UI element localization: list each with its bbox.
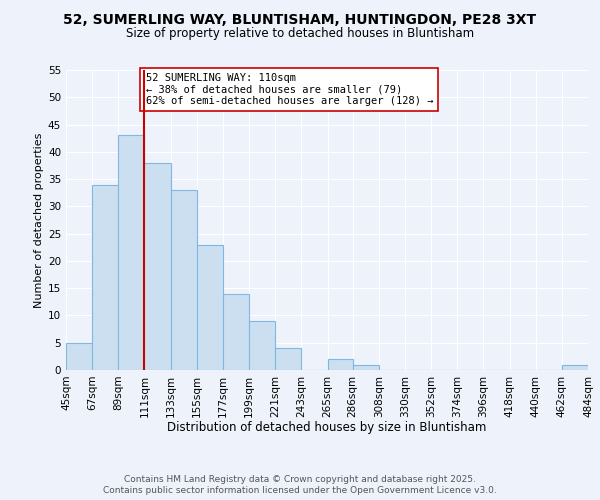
Y-axis label: Number of detached properties: Number of detached properties — [34, 132, 44, 308]
X-axis label: Distribution of detached houses by size in Bluntisham: Distribution of detached houses by size … — [167, 421, 487, 434]
Bar — [275, 348, 301, 370]
Bar — [223, 294, 249, 370]
Bar — [197, 244, 223, 370]
Text: Contains public sector information licensed under the Open Government Licence v3: Contains public sector information licen… — [103, 486, 497, 495]
Text: 52 SUMERLING WAY: 110sqm
← 38% of detached houses are smaller (79)
62% of semi-d: 52 SUMERLING WAY: 110sqm ← 38% of detach… — [146, 72, 433, 106]
Bar — [353, 364, 379, 370]
Bar — [170, 190, 197, 370]
Text: Size of property relative to detached houses in Bluntisham: Size of property relative to detached ho… — [126, 28, 474, 40]
Text: 52, SUMERLING WAY, BLUNTISHAM, HUNTINGDON, PE28 3XT: 52, SUMERLING WAY, BLUNTISHAM, HUNTINGDO… — [64, 12, 536, 26]
Bar — [92, 184, 118, 370]
Bar — [562, 364, 588, 370]
Bar — [328, 359, 353, 370]
Bar — [66, 342, 92, 370]
Text: Contains HM Land Registry data © Crown copyright and database right 2025.: Contains HM Land Registry data © Crown c… — [124, 475, 476, 484]
Bar — [118, 136, 145, 370]
Bar — [249, 321, 275, 370]
Bar — [145, 162, 170, 370]
